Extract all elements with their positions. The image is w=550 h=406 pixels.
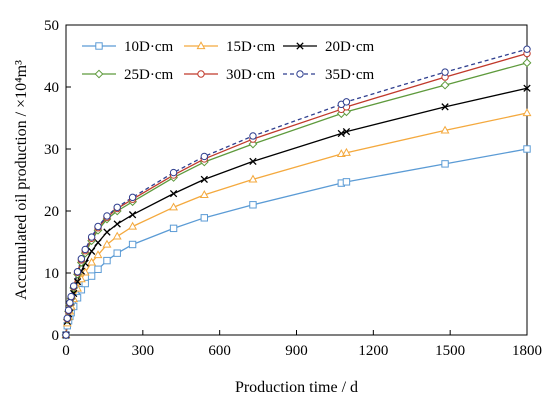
data-point-series-1 <box>128 240 137 249</box>
legend-label: 30D·cm <box>226 67 275 83</box>
data-point-series-6 <box>113 203 121 211</box>
y-tick-label: 30 <box>44 142 59 158</box>
data-point-series-2 <box>128 221 138 230</box>
data-point-series-6 <box>67 292 75 301</box>
legend-swatch-marker <box>197 70 205 78</box>
data-point-series-3 <box>249 157 257 166</box>
data-point-series-1 <box>169 224 178 233</box>
series-line-2 <box>65 112 528 336</box>
data-point-series-2 <box>112 231 122 240</box>
y-axis-title: Accumulated oil production / ×10⁴m³ <box>13 60 30 300</box>
y-tick-label: 50 <box>44 18 59 34</box>
legend-item-3: 20D·cm <box>283 39 374 55</box>
x-tick-label: 1800 <box>512 343 542 359</box>
legend-item-1: 10D·cm <box>82 39 173 55</box>
y-tick-label: 10 <box>44 266 59 282</box>
data-point-series-2 <box>341 147 351 156</box>
data-point-series-2 <box>93 250 103 259</box>
series-line-6 <box>65 48 528 336</box>
data-point-series-6 <box>200 152 209 161</box>
data-point-series-2 <box>248 174 258 183</box>
legend-label: 20D·cm <box>325 39 374 55</box>
legend-swatch-marker <box>95 42 103 50</box>
data-point-series-1 <box>342 178 351 186</box>
x-axis-title: Production time / d <box>235 379 358 396</box>
data-point-series-6 <box>69 282 78 290</box>
data-point-series-6 <box>63 314 71 322</box>
data-point-series-2 <box>522 108 532 117</box>
legend-item-2: 15D·cm <box>184 39 275 55</box>
data-point-series-1 <box>81 279 89 288</box>
data-point-series-1 <box>113 249 121 257</box>
data-point-series-6 <box>441 68 449 76</box>
legend-item-5: 30D·cm <box>184 67 275 83</box>
data-point-series-3 <box>94 238 102 247</box>
legend: 10D·cm 15D·cm 20D·cm 25D·cm 30D·cm 35D·cm <box>82 39 374 83</box>
data-point-series-6 <box>62 331 70 339</box>
legend-label: 10D·cm <box>124 39 173 55</box>
legend-label: 35D·cm <box>325 67 374 83</box>
data-point-series-6 <box>64 306 73 314</box>
data-point-series-6 <box>73 268 82 276</box>
data-point-series-1 <box>249 201 257 209</box>
data-point-series-2 <box>87 257 97 266</box>
legend-item-4: 25D·cm <box>82 67 173 83</box>
legend-swatch-marker <box>296 70 304 78</box>
x-tick-label: 600 <box>208 343 231 359</box>
data-point-series-4 <box>440 80 450 90</box>
data-point-series-6 <box>87 233 96 241</box>
data-point-series-2 <box>199 190 209 198</box>
data-point-series-1 <box>103 256 111 265</box>
data-point-series-3 <box>128 211 137 219</box>
data-point-series-1 <box>200 214 209 222</box>
data-point-series-3 <box>87 247 96 255</box>
data-point-series-2 <box>440 125 450 134</box>
data-point-series-4 <box>522 58 532 68</box>
data-point-series-6 <box>66 299 74 307</box>
y-tick-label: 20 <box>44 204 59 220</box>
data-point-series-2 <box>102 239 112 248</box>
x-tick-label: 900 <box>285 343 308 359</box>
data-point-series-3 <box>169 189 178 198</box>
data-point-series-3 <box>200 175 208 184</box>
legend-label: 15D·cm <box>226 39 275 55</box>
data-point-series-3 <box>337 129 345 138</box>
series-markers <box>61 45 532 340</box>
data-point-series-3 <box>523 84 531 92</box>
x-tick-label: 0 <box>62 343 70 359</box>
data-point-series-6 <box>523 45 531 53</box>
series-lines <box>65 48 528 336</box>
x-tick-label: 300 <box>132 343 155 359</box>
data-point-series-1 <box>87 272 96 280</box>
axis-ticks: 0 300 600 900 1200 1500 1800 0 10 20 30 40 50 <box>44 18 542 359</box>
plot-area: 0 300 600 900 1200 1500 1800 0 10 20 30 40 50 <box>44 18 542 359</box>
data-point-series-1 <box>441 160 449 168</box>
x-tick-label: 1500 <box>435 343 465 359</box>
legend-swatch-marker <box>94 69 104 79</box>
data-point-series-6 <box>103 212 111 220</box>
y-tick-label: 40 <box>44 80 59 96</box>
data-point-series-6 <box>81 245 89 254</box>
data-point-series-6 <box>128 193 137 202</box>
data-point-series-3 <box>113 220 121 228</box>
data-point-series-6 <box>342 98 351 106</box>
x-tick-label: 1200 <box>358 343 388 359</box>
data-point-series-3 <box>103 228 111 236</box>
data-point-series-6 <box>94 222 102 231</box>
data-point-series-1 <box>523 145 531 153</box>
legend-swatch-marker <box>196 41 206 50</box>
y-tick-label: 0 <box>52 328 60 344</box>
data-point-series-6 <box>249 132 257 140</box>
data-point-series-3 <box>342 127 351 136</box>
legend-swatch-marker <box>296 42 304 50</box>
data-point-series-3 <box>441 103 449 111</box>
data-point-series-2 <box>169 202 179 211</box>
data-point-series-1 <box>94 265 102 273</box>
data-point-series-6 <box>77 255 86 263</box>
legend-item-6: 35D·cm <box>283 67 374 83</box>
legend-label: 25D·cm <box>124 67 173 83</box>
data-point-series-6 <box>169 168 178 177</box>
